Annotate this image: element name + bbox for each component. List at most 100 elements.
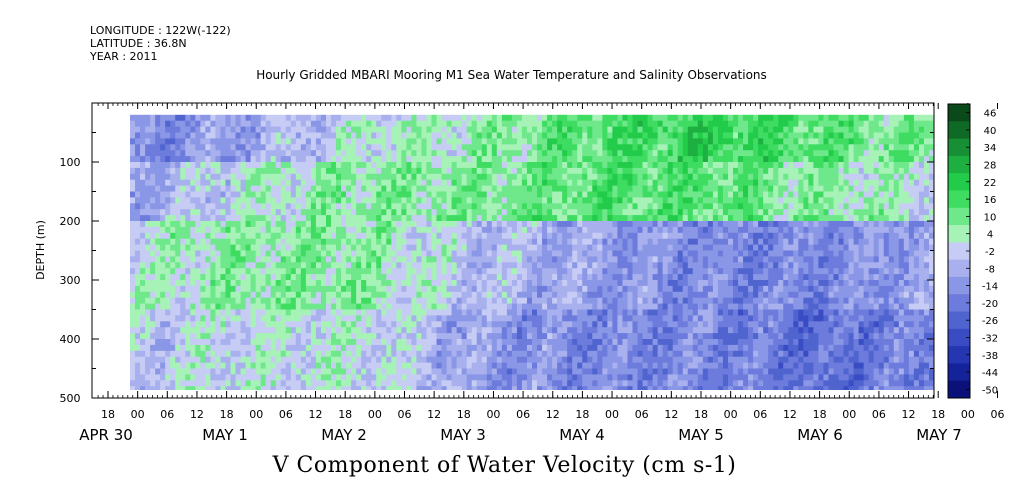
heatmap-cell bbox=[210, 285, 217, 293]
heatmap-cell bbox=[376, 162, 382, 169]
heatmap-cell bbox=[220, 167, 227, 175]
heatmap-cell bbox=[526, 150, 533, 157]
heatmap-cell bbox=[310, 185, 317, 193]
heatmap-cell bbox=[220, 274, 227, 281]
heatmap-cell bbox=[637, 327, 644, 334]
heatmap-cell bbox=[627, 262, 634, 269]
heatmap-cell bbox=[135, 221, 141, 228]
heatmap-cell bbox=[195, 250, 201, 257]
heatmap-cell bbox=[140, 350, 146, 358]
heatmap-cell bbox=[341, 209, 347, 216]
heatmap-cell bbox=[245, 285, 252, 293]
heatmap-cell bbox=[471, 291, 478, 299]
heatmap-cell bbox=[341, 268, 347, 275]
heatmap-cell bbox=[205, 285, 212, 293]
heatmap-cell bbox=[310, 309, 317, 316]
heatmap-cell bbox=[175, 291, 181, 299]
heatmap-cell bbox=[552, 221, 558, 228]
heatmap-cell bbox=[491, 132, 498, 139]
heatmap-cell bbox=[501, 321, 508, 328]
heatmap-cell bbox=[230, 333, 237, 340]
heatmap-cell bbox=[175, 197, 181, 204]
heatmap-cell bbox=[185, 120, 191, 128]
heatmap-cell bbox=[255, 215, 262, 222]
heatmap-cell bbox=[371, 150, 377, 157]
heatmap-cell bbox=[516, 333, 523, 340]
heatmap-cell bbox=[506, 374, 513, 381]
heatmap-cell bbox=[320, 356, 327, 364]
heatmap-cell bbox=[341, 309, 347, 316]
heatmap-cell bbox=[537, 226, 543, 234]
heatmap-cell bbox=[295, 114, 302, 122]
heatmap-cell bbox=[511, 250, 518, 257]
heatmap-cell bbox=[130, 126, 136, 134]
heatmap-cell bbox=[657, 221, 664, 228]
heatmap-cell bbox=[366, 238, 372, 246]
heatmap-cell bbox=[346, 303, 352, 311]
heatmap-cell bbox=[175, 297, 181, 305]
heatmap-cell bbox=[521, 356, 528, 364]
heatmap-cell bbox=[145, 280, 151, 287]
heatmap-cell bbox=[260, 203, 267, 210]
heatmap-cell bbox=[642, 368, 649, 375]
heatmap-cell bbox=[532, 315, 538, 322]
heatmap-cell bbox=[255, 274, 262, 281]
heatmap-cell bbox=[597, 132, 603, 139]
heatmap-cell bbox=[491, 297, 498, 305]
heatmap-cell bbox=[135, 191, 141, 198]
heatmap-cell bbox=[240, 280, 247, 287]
heatmap-cell bbox=[310, 179, 317, 187]
heatmap-cell bbox=[175, 238, 181, 246]
heatmap-cell bbox=[441, 327, 448, 334]
heatmap-cell bbox=[205, 321, 212, 328]
heatmap-cell bbox=[150, 321, 156, 328]
heatmap-cell bbox=[260, 179, 267, 187]
heatmap-cell bbox=[476, 215, 483, 222]
heatmap-cell bbox=[436, 380, 443, 387]
heatmap-cell bbox=[320, 203, 327, 210]
heatmap-cell bbox=[280, 232, 287, 240]
heatmap-cell bbox=[521, 374, 528, 381]
latitude-label: LATITUDE : 36.8N bbox=[90, 37, 187, 50]
heatmap-cell bbox=[150, 303, 156, 311]
heatmap-cell bbox=[587, 197, 593, 204]
heatmap-cell bbox=[496, 162, 503, 169]
heatmap-cell bbox=[275, 179, 282, 187]
heatmap-cell bbox=[426, 321, 433, 328]
heatmap-cell bbox=[647, 209, 654, 216]
heatmap-cell bbox=[240, 191, 247, 198]
heatmap-cell bbox=[250, 321, 257, 328]
heatmap-cell bbox=[135, 380, 141, 387]
heatmap-cell bbox=[235, 327, 242, 334]
heatmap-cell bbox=[165, 350, 171, 358]
heatmap-cell bbox=[416, 150, 423, 157]
heatmap-cell bbox=[511, 339, 518, 346]
heatmap-cell bbox=[255, 386, 262, 390]
heatmap-cell bbox=[406, 344, 413, 352]
heatmap-cell bbox=[496, 203, 503, 210]
heatmap-cell bbox=[451, 215, 458, 222]
heatmap-cell bbox=[190, 185, 196, 193]
heatmap-cell bbox=[496, 368, 503, 375]
heatmap-cell bbox=[331, 162, 337, 169]
heatmap-cell bbox=[230, 356, 237, 364]
heatmap-cell bbox=[265, 221, 272, 228]
heatmap-cell bbox=[315, 197, 322, 204]
heatmap-cell bbox=[537, 250, 543, 257]
heatmap-cell bbox=[140, 262, 146, 269]
heatmap-cell bbox=[406, 120, 413, 128]
heatmap-cell bbox=[305, 327, 312, 334]
heatmap-cell bbox=[205, 315, 212, 322]
heatmap-cell bbox=[481, 144, 488, 151]
heatmap-cell bbox=[582, 144, 588, 151]
heatmap-cell bbox=[265, 274, 272, 281]
heatmap-cell bbox=[250, 167, 257, 175]
heatmap-cell bbox=[627, 268, 634, 275]
heatmap-cell bbox=[461, 162, 468, 169]
heatmap-cell bbox=[165, 362, 171, 370]
heatmap-cell bbox=[582, 386, 588, 390]
heatmap-cell bbox=[652, 203, 659, 210]
heatmap-cell bbox=[532, 197, 538, 204]
heatmap-cell bbox=[140, 268, 146, 275]
heatmap-cell bbox=[160, 380, 166, 387]
